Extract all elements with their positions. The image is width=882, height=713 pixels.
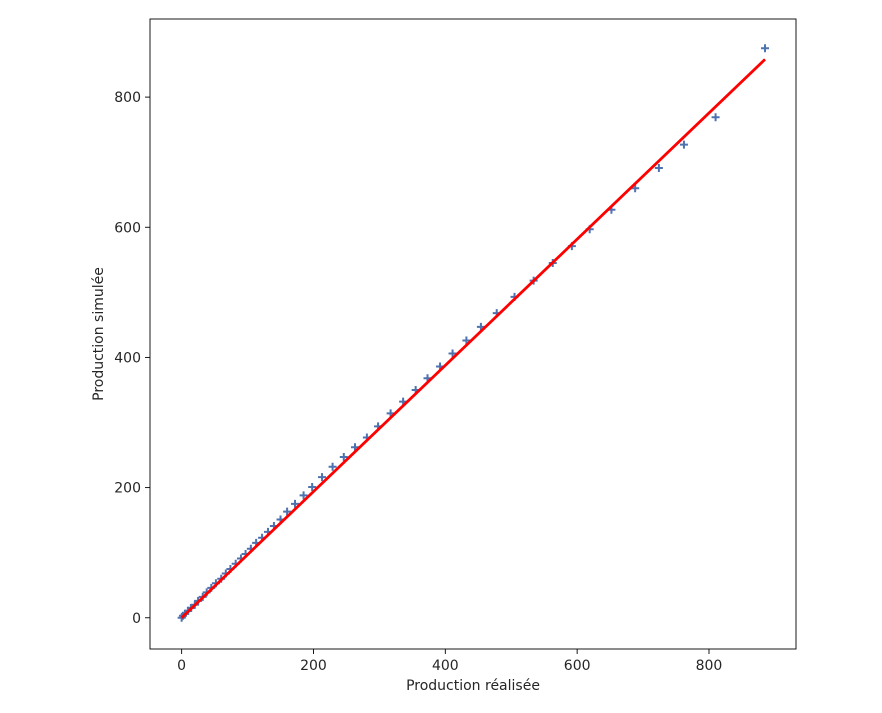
y-axis-ticks: 0 200 400 600 800	[114, 90, 150, 627]
series-layer	[177, 44, 770, 622]
y-tick-label: 0	[132, 611, 141, 627]
x-tick-label: 200	[300, 658, 327, 674]
data-point-marker	[299, 491, 308, 500]
y-axis-label: Production simulée	[91, 267, 107, 401]
data-point-marker	[679, 140, 688, 149]
data-point-marker	[761, 44, 770, 53]
x-tick-label: 800	[696, 658, 723, 674]
data-point-marker	[654, 164, 663, 173]
data-point-marker	[308, 482, 317, 491]
y-tick-label: 800	[114, 90, 141, 106]
y-tick-label: 200	[114, 481, 141, 497]
x-axis-label: Production réalisée	[406, 678, 540, 694]
data-point-marker	[462, 336, 471, 345]
data-point-marker	[291, 499, 300, 508]
data-point-marker	[448, 349, 457, 358]
data-point-marker	[283, 507, 292, 516]
x-tick-label: 600	[564, 658, 591, 674]
data-point-marker	[328, 462, 337, 471]
y-tick-label: 400	[114, 350, 141, 366]
x-tick-label: 400	[432, 658, 459, 674]
fit-line	[180, 58, 766, 619]
data-point-marker	[711, 113, 720, 122]
x-tick-label: 0	[177, 658, 186, 674]
data-point-marker	[318, 473, 327, 482]
plot-frame	[149, 18, 797, 650]
y-tick-label: 600	[114, 220, 141, 236]
data-point-marker	[339, 453, 348, 462]
x-axis-ticks: 0 200 400 600 800	[177, 649, 722, 674]
